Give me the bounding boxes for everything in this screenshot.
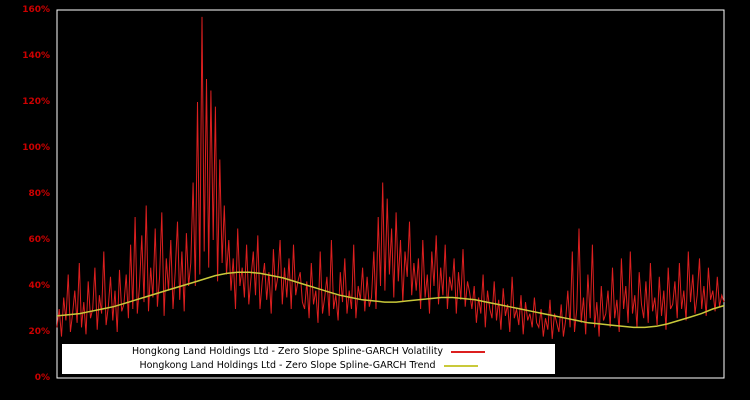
y-axis-tick-label-120pct: 120% (22, 97, 50, 107)
y-axis-tick-label-40pct: 40% (28, 281, 50, 291)
y-axis-tick-label-160pct: 160% (22, 5, 50, 15)
plot-border (56, 9, 725, 379)
trend-series-line (56, 271, 725, 329)
y-axis-tick-label-20pct: 20% (28, 327, 50, 337)
y-axis-tick-label-100pct: 100% (22, 143, 50, 153)
legend-line-trend-icon (443, 365, 478, 367)
legend-line-volatility-icon (451, 351, 486, 353)
y-axis-tick-label-0pct: 0% (34, 373, 50, 383)
legend-label-trend: Hongkong Land Holdings Ltd - Zero Slope … (139, 360, 436, 371)
y-axis-tick-label-60pct: 60% (28, 235, 50, 245)
legend-item-volatility: Hongkong Land Holdings Ltd - Zero Slope … (62, 345, 555, 359)
y-axis-tick-label-140pct: 140% (22, 51, 50, 61)
y-axis-tick-label-80pct: 80% (28, 189, 50, 199)
legend-item-trend: Hongkong Land Holdings Ltd - Zero Slope … (62, 359, 555, 373)
legend: Hongkong Land Holdings Ltd - Zero Slope … (62, 344, 555, 374)
volatility-series-line (56, 16, 725, 339)
legend-label-volatility: Hongkong Land Holdings Ltd - Zero Slope … (131, 346, 444, 357)
